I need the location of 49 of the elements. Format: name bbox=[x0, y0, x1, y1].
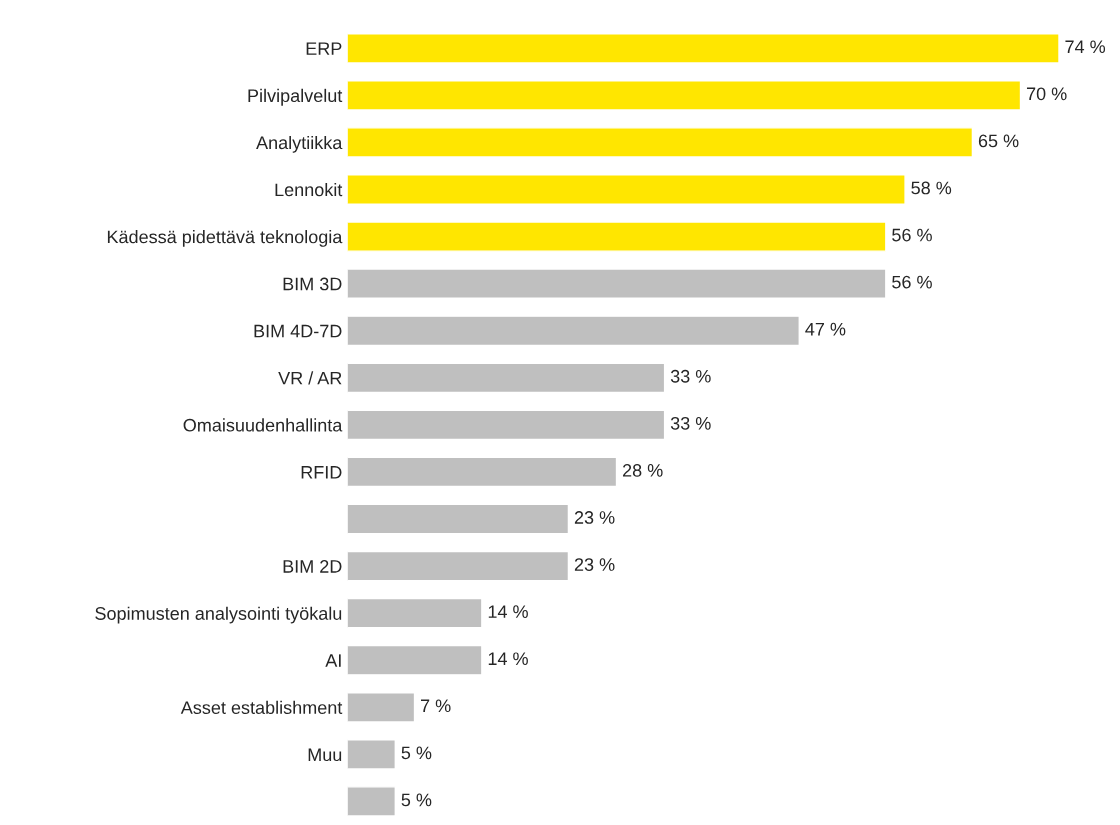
data-label: 23 % bbox=[574, 558, 615, 571]
data-label: 33 % bbox=[670, 369, 711, 383]
bar bbox=[347, 362, 666, 394]
data-label: 5 % bbox=[401, 746, 432, 760]
data-label: 23 % bbox=[574, 511, 615, 524]
y-tick-label: Analytiikka bbox=[256, 135, 343, 153]
data-label: 7 % bbox=[421, 699, 451, 713]
data-label: 56 % bbox=[892, 275, 932, 289]
bar bbox=[347, 739, 396, 770]
bar bbox=[347, 786, 396, 817]
data-label: 70 % bbox=[1026, 87, 1067, 101]
bar bbox=[347, 503, 570, 535]
y-tick-label: Sopimusten analysointi työkalu bbox=[95, 606, 342, 624]
y-tick-label: VR / AR bbox=[278, 371, 342, 385]
y-tick-label: BIM 3D bbox=[283, 277, 342, 291]
y-tick-label: BIM 2D bbox=[283, 560, 342, 573]
bar bbox=[347, 221, 887, 252]
bar bbox=[347, 127, 974, 158]
y-tick-label: RFID bbox=[301, 466, 342, 479]
data-label: 14 % bbox=[488, 652, 528, 666]
bar bbox=[347, 644, 483, 676]
data-label: 47 % bbox=[805, 322, 846, 336]
y-tick-label: BIM 4D-7D bbox=[254, 324, 342, 338]
y-tick-label: AI bbox=[325, 654, 341, 667]
bar bbox=[347, 409, 666, 441]
bar bbox=[347, 456, 618, 488]
bar bbox=[347, 80, 1022, 111]
y-tick-label: Asset establishment bbox=[180, 700, 343, 715]
y-tick-label: Pilvipalvelut bbox=[248, 88, 343, 106]
bar bbox=[347, 268, 887, 299]
data-label: 58 % bbox=[911, 181, 952, 195]
bar bbox=[347, 597, 483, 629]
y-tick-label: Muu bbox=[308, 748, 342, 762]
y-tick-label: ERP bbox=[306, 42, 342, 55]
y-tick-label: Lennokit bbox=[275, 182, 343, 197]
bar bbox=[347, 174, 906, 205]
y-tick-label: Kädessä pidettävä teknologia bbox=[107, 230, 343, 247]
data-label: 28 % bbox=[622, 464, 663, 477]
data-label: 5 % bbox=[401, 793, 432, 807]
bar bbox=[347, 692, 416, 723]
data-label: 33 % bbox=[670, 416, 711, 430]
data-label: 56 % bbox=[892, 228, 932, 242]
data-label: 14 % bbox=[488, 605, 528, 618]
bar bbox=[347, 32, 1060, 64]
data-label: 74 % bbox=[1065, 40, 1106, 54]
bar bbox=[347, 550, 570, 582]
bar bbox=[347, 315, 800, 347]
y-tick-label: Omaisuudenhallinta bbox=[183, 418, 343, 432]
data-label: 65 % bbox=[978, 134, 1019, 148]
